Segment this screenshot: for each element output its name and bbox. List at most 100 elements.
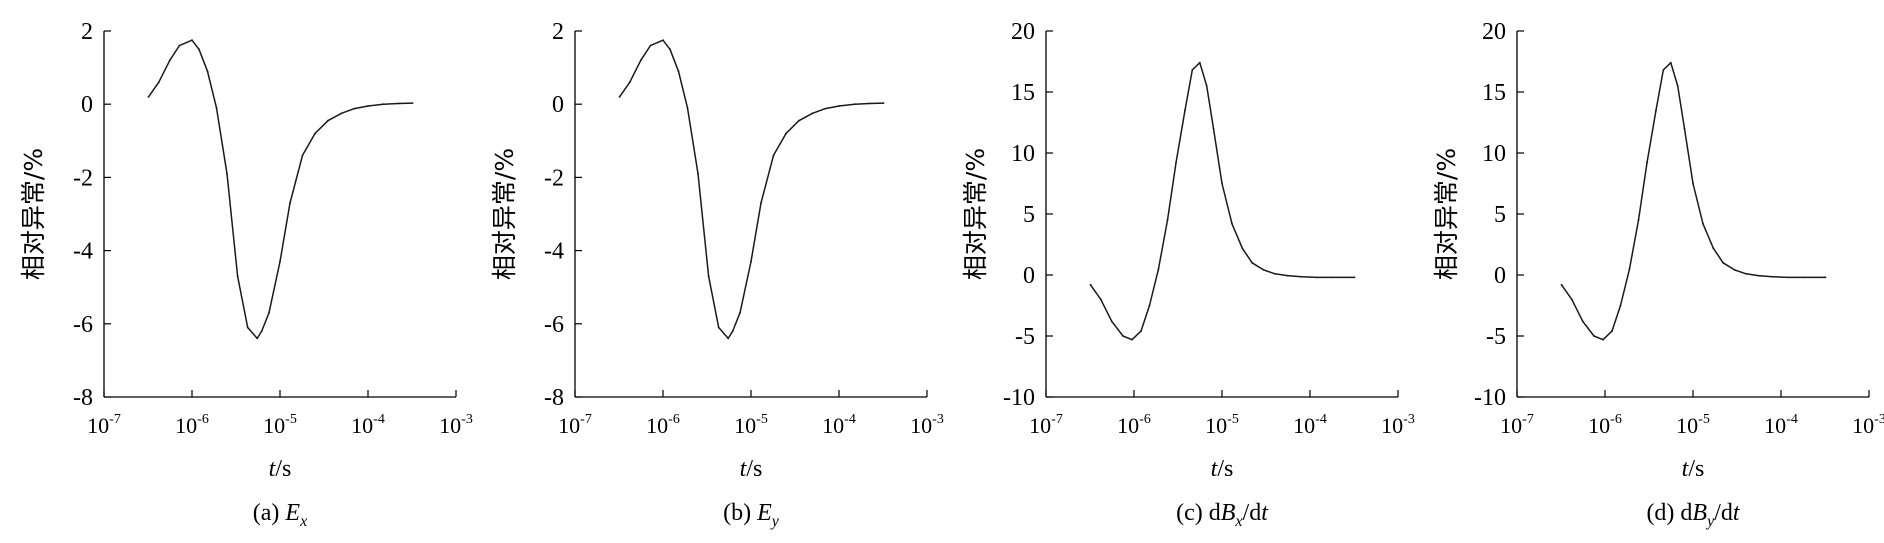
data-point [1110, 320, 1113, 323]
data-point [382, 103, 385, 106]
data-point [1646, 161, 1648, 164]
x-axis-label: t/s [1211, 456, 1234, 482]
data-point [260, 330, 263, 332]
data-point [1683, 127, 1686, 130]
panel-caption-prefix: (c) [1176, 500, 1209, 526]
data-point [1560, 283, 1563, 286]
y-tick-label: -2 [73, 165, 93, 191]
x-tick-label: 10-6 [1117, 412, 1151, 438]
x-tick-label: 10-7 [1500, 412, 1534, 438]
data-point [367, 105, 369, 107]
data-point [340, 112, 343, 115]
y-tick-label: 5 [1494, 202, 1506, 228]
y-tick-label: 2 [552, 19, 564, 45]
x-tick-label: 10-6 [1588, 412, 1622, 438]
x-axis-label-unit: /s [275, 456, 291, 482]
panel-caption: (b) Ey [723, 500, 780, 530]
data-point [1300, 275, 1303, 278]
x-tick-label: 10-4 [1764, 412, 1798, 438]
y-tick-label: 0 [1023, 263, 1035, 289]
x-axis-label-var: t [1682, 456, 1690, 482]
x-tick-base: 10 [646, 413, 668, 438]
y-tick-label: -10 [1003, 385, 1035, 411]
panel-caption-part: /d [1243, 500, 1262, 526]
data-point [1692, 182, 1694, 185]
x-tick-label: 10-5 [263, 412, 297, 438]
data-point [226, 172, 228, 175]
y-tick-label: -6 [544, 312, 564, 338]
x-tick-label: 10-5 [734, 412, 768, 438]
x-tick-label: 10-3 [910, 412, 944, 438]
panel-caption-part: d [1680, 500, 1692, 526]
data-point [1198, 61, 1201, 64]
x-tick-label: 10-7 [1029, 412, 1063, 438]
data-point [1205, 85, 1208, 87]
x-tick-exponent: -7 [1522, 412, 1534, 427]
x-tick-label: 10-6 [175, 412, 209, 438]
data-point [697, 172, 699, 175]
data-point [1824, 276, 1827, 279]
series-points [1089, 61, 1356, 341]
data-point [1184, 109, 1186, 112]
x-axis-label: t/s [740, 456, 763, 482]
data-point [1286, 274, 1289, 277]
series-line [147, 39, 413, 340]
data-point [1581, 320, 1584, 323]
series-points [1560, 61, 1827, 341]
x-axis-label-unit: /s [746, 456, 762, 482]
y-tick-label: -4 [544, 239, 564, 265]
x-tick-base: 10 [910, 413, 932, 438]
data-point [1745, 272, 1747, 275]
chart-panel-a: 2 0 -2 -4 -6 -8 10-7 10-6 10-5 10-4 10-3 相对异常/% t/s(… [0, 0, 473, 543]
x-tick-exponent: -7 [109, 412, 121, 427]
x-tick-base: 10 [351, 413, 373, 438]
x-tick-base: 10 [87, 413, 109, 438]
data-point [215, 107, 218, 109]
data-point [798, 119, 800, 122]
chart-svg: 20-2-4-6-810-7 10-6 10-5 10-4 10-3相对异常/%t/s(… [490, 19, 944, 530]
data-point [669, 48, 671, 51]
data-point [314, 132, 316, 135]
data-point [618, 96, 621, 98]
data-point [1316, 276, 1318, 279]
data-point [717, 326, 720, 329]
data-point [750, 260, 752, 263]
x-tick-label: 10-5 [1205, 412, 1239, 438]
x-tick-label: 10-4 [1293, 412, 1327, 438]
data-point [198, 48, 200, 51]
y-tick-label: 0 [552, 92, 564, 118]
data-point [147, 96, 150, 98]
y-tick-label: 15 [1011, 80, 1035, 106]
data-point [662, 39, 664, 42]
data-point [1611, 330, 1613, 332]
x-tick-exponent: -6 [1610, 412, 1622, 427]
y-tick-label: 20 [1011, 19, 1035, 45]
panel-caption-part: d [1209, 500, 1221, 526]
data-point [206, 70, 209, 73]
data-point [853, 103, 856, 106]
data-point [1662, 69, 1665, 71]
data-point [1655, 109, 1657, 112]
data-point [1628, 268, 1631, 270]
data-point [157, 81, 160, 84]
y-tick-label: -5 [1015, 324, 1035, 350]
data-point [739, 311, 741, 314]
x-axis-label-var: t [269, 456, 277, 482]
x-axis-label: t/s [1682, 456, 1705, 482]
x-axis-label-unit: /s [1217, 456, 1233, 482]
data-point [1212, 127, 1215, 130]
panel-caption-prefix: (a) [253, 500, 286, 526]
x-tick-base: 10 [1676, 413, 1698, 438]
panel-caption-part: x [299, 513, 307, 530]
panel-caption-part: /d [1714, 500, 1733, 526]
x-tick-exponent: -3 [1403, 412, 1415, 427]
data-point [785, 132, 787, 135]
y-tick-label: 10 [1482, 141, 1506, 167]
x-tick-base: 10 [1764, 413, 1786, 438]
panel-caption-part: x [1234, 513, 1242, 530]
data-point [1570, 298, 1573, 301]
data-point [1722, 261, 1724, 264]
y-axis-label: 相对异常/% [490, 148, 519, 280]
